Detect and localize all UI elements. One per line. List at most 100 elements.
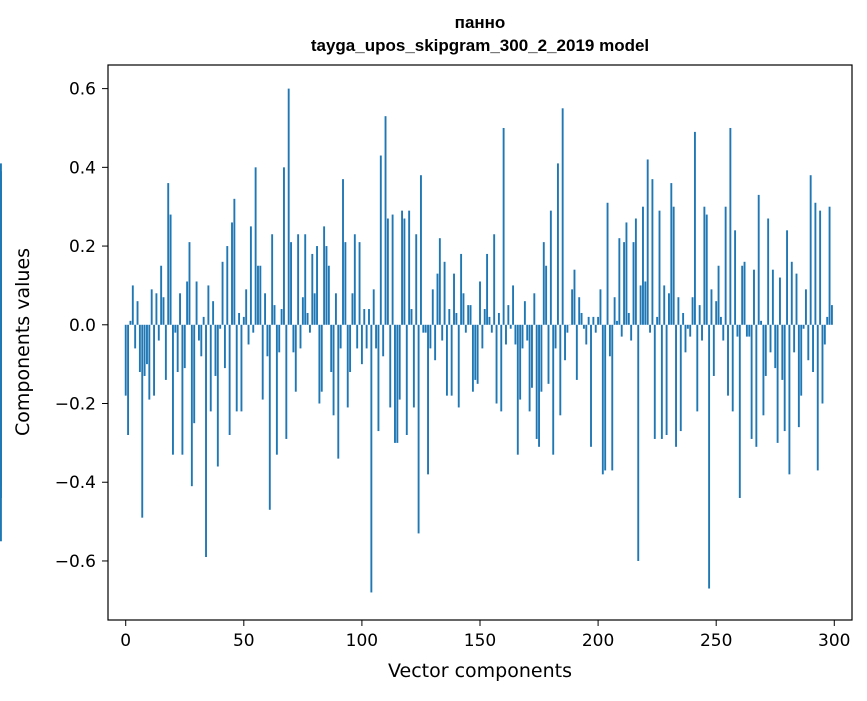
bar-103 (368, 309, 370, 325)
bar-21 (174, 325, 176, 333)
bar-141 (458, 325, 460, 408)
bar-49 (241, 325, 243, 412)
bar-76 (304, 234, 306, 325)
bar-129 (429, 325, 431, 349)
y-tick-label: −0.2 (55, 395, 96, 415)
bar-16 (163, 297, 165, 325)
bar-218 (640, 285, 642, 324)
bar-6 (139, 325, 141, 372)
bar-14 (158, 325, 160, 341)
bar-205 (609, 325, 611, 356)
bar-223 (651, 179, 653, 325)
bar-78 (309, 325, 311, 333)
bar-96 (352, 293, 354, 324)
bar-224 (654, 325, 656, 439)
bar-299 (831, 305, 833, 325)
bar-189 (571, 289, 573, 324)
chart-title: панно (455, 13, 506, 32)
bar-196 (588, 317, 590, 325)
bar-288 (805, 289, 807, 324)
bar-142 (460, 254, 462, 325)
bar-50 (243, 317, 245, 325)
bar-46 (233, 199, 235, 325)
bar-111 (387, 219, 389, 325)
y-tick-label: 0.0 (69, 316, 96, 336)
bar-180 (550, 211, 552, 325)
bar-75 (302, 297, 304, 325)
bar-276 (777, 325, 779, 443)
bar-47 (236, 325, 238, 412)
bar-231 (670, 183, 672, 325)
bar-240 (692, 297, 694, 325)
bar-61 (269, 325, 271, 510)
bar-175 (538, 325, 540, 447)
bar-undefined (0, 305, 2, 325)
bar-247 (708, 325, 710, 589)
bar-32 (200, 325, 202, 356)
bar-42 (224, 325, 226, 368)
bar-261 (741, 266, 743, 325)
bar-128 (427, 325, 429, 475)
bar-190 (574, 270, 576, 325)
bar-139 (453, 274, 455, 325)
bar-172 (531, 325, 533, 388)
bar-203 (604, 325, 606, 471)
bar-44 (229, 325, 231, 435)
bar-279 (784, 325, 786, 431)
bar-235 (680, 325, 682, 431)
bar-264 (748, 325, 750, 337)
bar-267 (755, 325, 757, 447)
bar-193 (581, 313, 583, 325)
bar-152 (484, 309, 486, 325)
bar-106 (375, 325, 377, 349)
bar-97 (354, 234, 356, 325)
bar-245 (703, 207, 705, 325)
bar-211 (623, 242, 625, 325)
bar-226 (659, 211, 661, 325)
bar-227 (661, 325, 663, 439)
bar-230 (668, 293, 670, 324)
bar-177 (543, 242, 545, 325)
bar-290 (810, 175, 812, 325)
bar-41 (222, 262, 224, 325)
bar-160 (503, 128, 505, 325)
bar-59 (264, 293, 266, 324)
bar-255 (727, 325, 729, 396)
bar-26 (186, 281, 188, 324)
bar-53 (250, 226, 252, 324)
bar-58 (262, 325, 264, 400)
bar-110 (385, 116, 387, 325)
bar-95 (349, 325, 351, 372)
bar-210 (621, 325, 623, 337)
bar-24 (181, 325, 183, 455)
bar-280 (786, 230, 788, 324)
bar-137 (448, 309, 450, 325)
bar-70 (290, 242, 292, 325)
bar-109 (382, 325, 384, 356)
bar-192 (578, 297, 580, 325)
bar-153 (486, 254, 488, 325)
bar-132 (437, 274, 439, 325)
bar-0 (125, 325, 127, 396)
bar-200 (597, 317, 599, 325)
bar-155 (491, 325, 493, 333)
bar-277 (779, 278, 781, 325)
bar-65 (278, 325, 280, 353)
bar-67 (283, 167, 285, 324)
bar-162 (507, 305, 509, 325)
bar-81 (316, 246, 318, 325)
bar-249 (713, 325, 715, 376)
bar-293 (817, 325, 819, 471)
bar-69 (288, 89, 290, 325)
x-tick-label: 50 (233, 631, 255, 651)
bar-269 (760, 321, 762, 325)
bar-105 (373, 289, 375, 324)
bar-171 (529, 325, 531, 412)
bar-19 (170, 215, 172, 325)
bar-127 (425, 325, 427, 333)
bar-263 (746, 325, 748, 337)
bar-38 (215, 325, 217, 376)
bar-225 (656, 317, 658, 325)
bar-242 (696, 325, 698, 412)
bar-244 (701, 325, 703, 341)
